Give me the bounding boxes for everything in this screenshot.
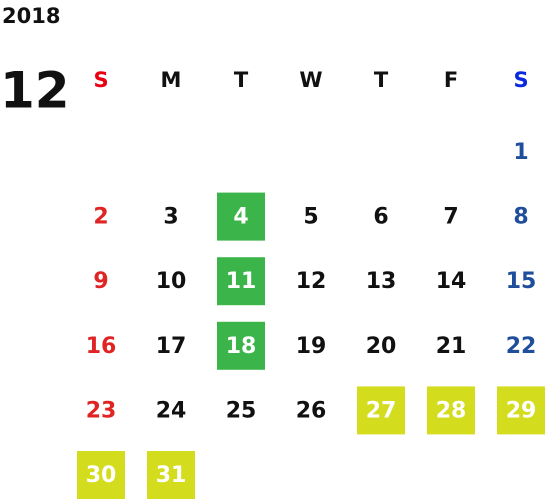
day-number: 27 xyxy=(366,398,397,423)
day-number: 6 xyxy=(373,205,388,230)
day-number: 5 xyxy=(303,205,318,230)
day-number: 24 xyxy=(156,398,187,423)
weekday-label: T xyxy=(374,68,389,92)
highlight xyxy=(217,257,265,306)
day-number: 28 xyxy=(436,398,467,423)
highlight xyxy=(147,451,195,499)
weekday-label: M xyxy=(161,68,182,92)
day-number: 17 xyxy=(156,334,187,359)
day-number: 14 xyxy=(436,269,467,294)
day-number: 13 xyxy=(366,269,397,294)
day-number: 12 xyxy=(296,269,327,294)
weekday-label: W xyxy=(299,68,322,92)
day-number: 16 xyxy=(86,334,117,359)
month: 12 xyxy=(0,62,70,120)
day-number: 10 xyxy=(156,269,187,294)
day-number: 20 xyxy=(366,334,397,359)
weekday-label: S xyxy=(513,68,528,92)
day-number: 22 xyxy=(506,334,537,359)
day-number: 2 xyxy=(93,205,108,230)
day-number: 3 xyxy=(163,205,178,230)
year: 2018 xyxy=(2,4,60,28)
highlight xyxy=(427,386,475,435)
weekday-label: F xyxy=(444,68,458,92)
day-number: 7 xyxy=(443,205,458,230)
weekday-label: T xyxy=(234,68,249,92)
day-number: 8 xyxy=(513,205,528,230)
day-number: 18 xyxy=(226,334,257,359)
highlight xyxy=(357,386,405,435)
day-number: 15 xyxy=(506,269,537,294)
day-number: 26 xyxy=(296,398,327,423)
day-number: 9 xyxy=(93,269,108,294)
day-number: 29 xyxy=(506,398,537,423)
day-number: 25 xyxy=(226,398,257,423)
highlight xyxy=(217,321,265,370)
weekday-label: S xyxy=(93,68,108,92)
day-number: 21 xyxy=(436,334,467,359)
day-number: 30 xyxy=(86,463,117,488)
highlight xyxy=(217,192,265,241)
day-number: 4 xyxy=(233,205,248,230)
day-number: 23 xyxy=(86,398,117,423)
day-number: 11 xyxy=(226,269,257,294)
day-number: 1 xyxy=(513,140,528,165)
highlight xyxy=(497,386,545,435)
highlight xyxy=(77,451,125,499)
day-number: 19 xyxy=(296,334,327,359)
day-number: 31 xyxy=(156,463,187,488)
